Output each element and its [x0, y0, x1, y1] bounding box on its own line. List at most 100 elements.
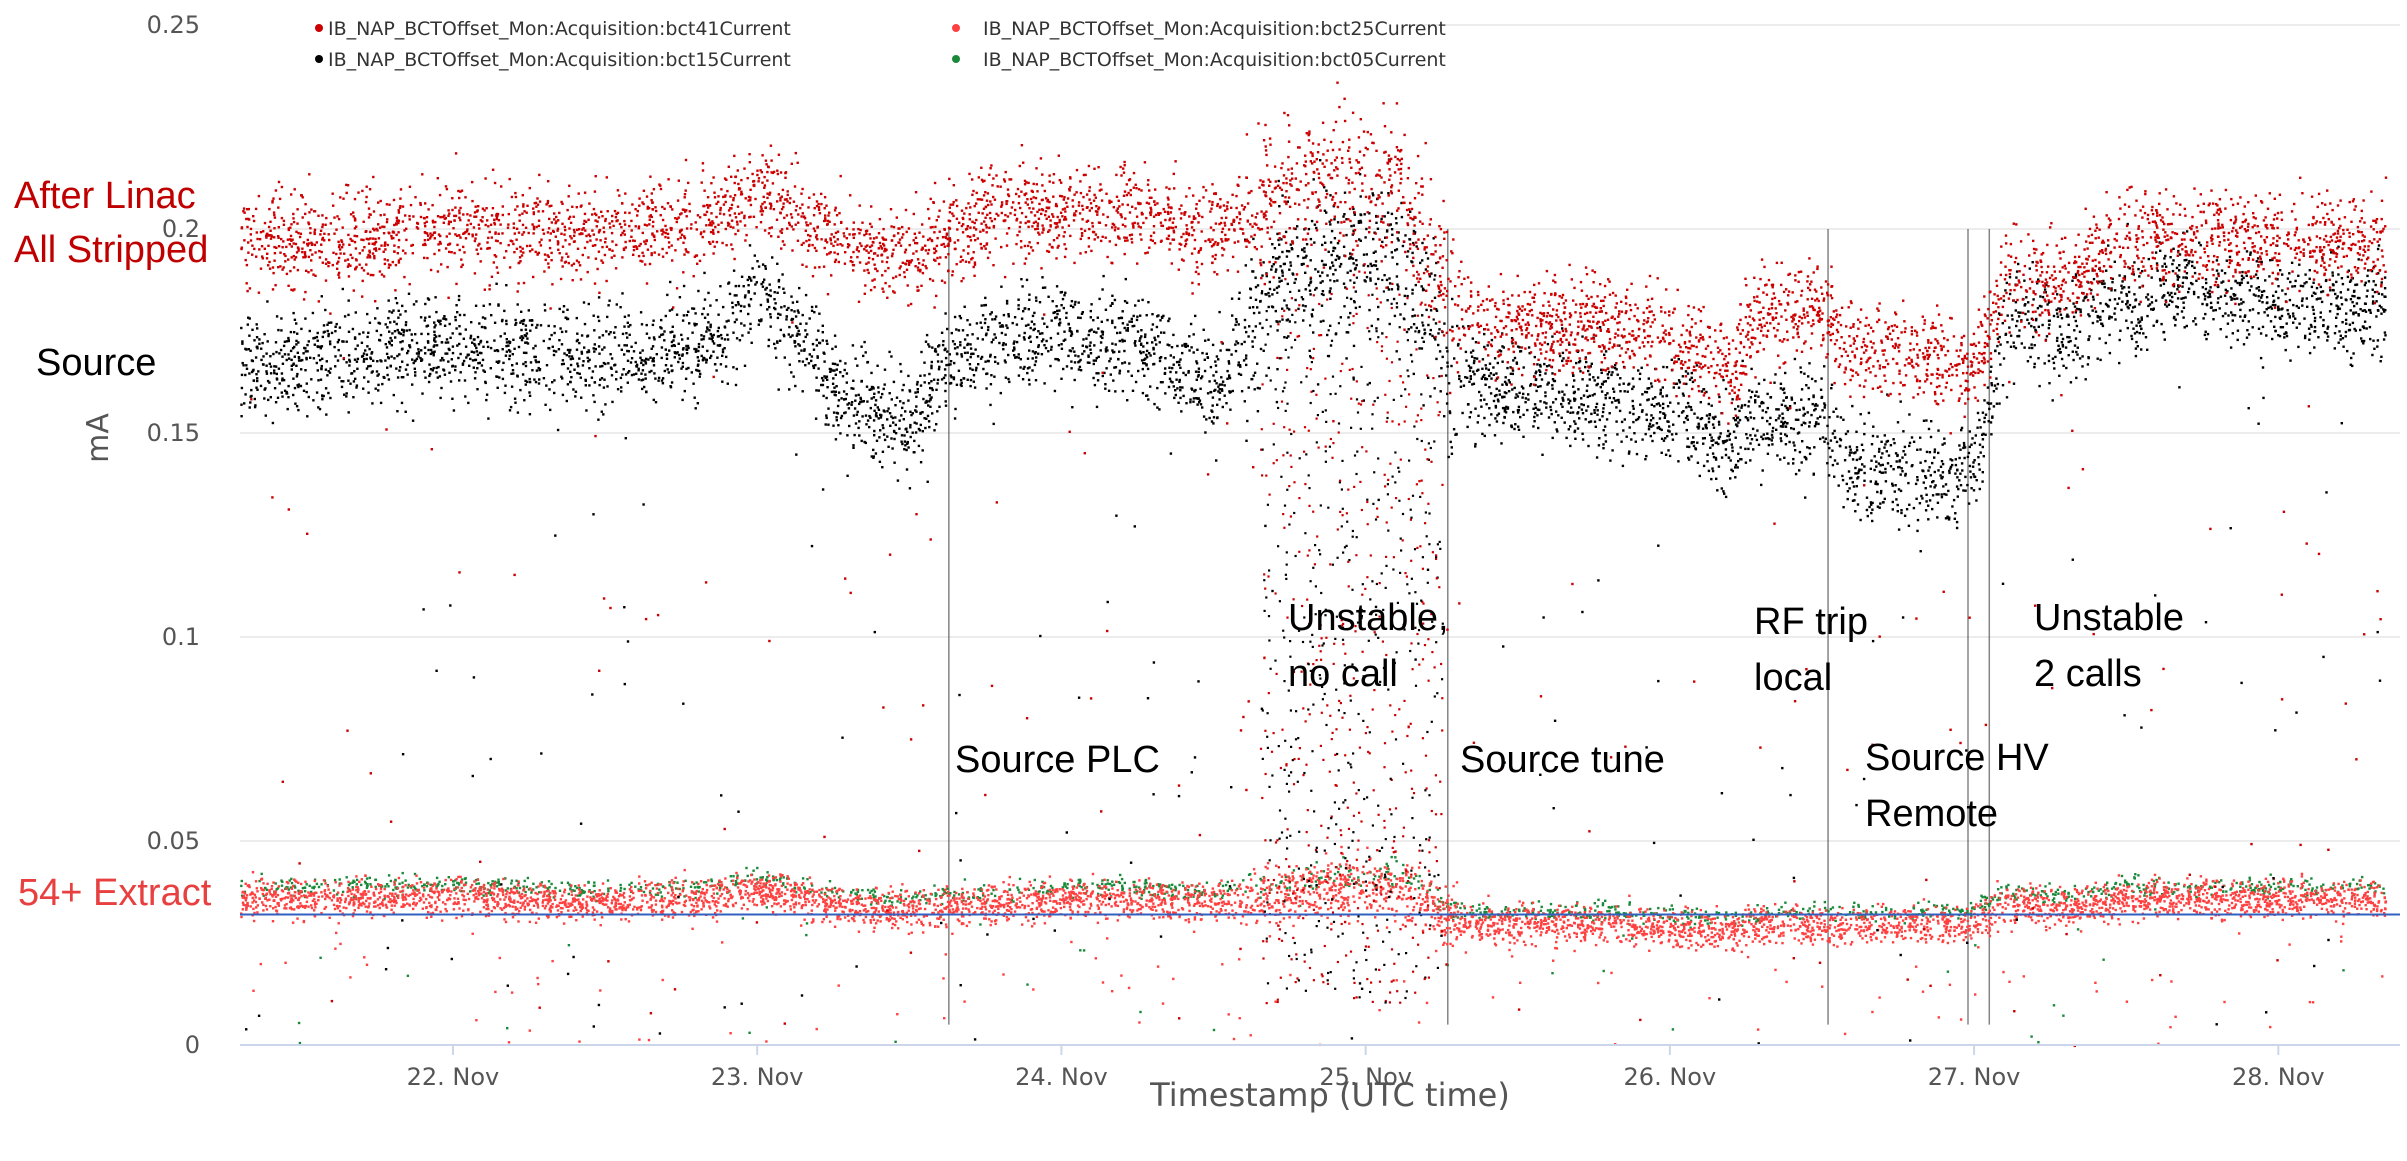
- data-point: [2297, 885, 2299, 887]
- data-point: [614, 908, 616, 910]
- data-point: [1952, 908, 1954, 910]
- data-point: [535, 922, 537, 924]
- data-point: [1165, 891, 1167, 893]
- data-point: [2292, 885, 2294, 887]
- data-point: [280, 899, 282, 901]
- data-point: [1653, 918, 1655, 920]
- data-point: [324, 882, 326, 884]
- data-point: [1353, 877, 1355, 879]
- data-point: [1197, 894, 1199, 896]
- data-point: [1858, 906, 1860, 908]
- data-point: [1470, 906, 1472, 908]
- data-point: [623, 888, 625, 890]
- data-point: [1769, 924, 1771, 926]
- data-point: [1782, 921, 1784, 923]
- data-point: [630, 890, 632, 892]
- data-point: [1953, 926, 1955, 928]
- data-point: [331, 899, 333, 901]
- data-point: [1382, 907, 1384, 909]
- data-point: [574, 898, 576, 900]
- data-point: [878, 897, 880, 899]
- data-point: [1406, 864, 1408, 866]
- data-point: [2080, 930, 2082, 932]
- data-point: [2258, 911, 2260, 913]
- data-point: [2326, 908, 2328, 910]
- data-point: [520, 897, 522, 899]
- data-point: [2062, 902, 2064, 904]
- data-point: [261, 873, 263, 875]
- data-point: [556, 916, 558, 918]
- data-point: [776, 879, 778, 881]
- data-point: [610, 887, 612, 889]
- data-point: [2301, 901, 2303, 903]
- data-point: [1113, 884, 1115, 886]
- data-point: [681, 911, 683, 913]
- data-point: [2151, 885, 2153, 887]
- data-point: [875, 922, 877, 924]
- data-point: [638, 875, 640, 877]
- data-point: [1689, 940, 1691, 942]
- data-point: [1429, 885, 1431, 887]
- data-point: [561, 895, 563, 897]
- data-point: [827, 896, 829, 898]
- data-point: [1653, 940, 1655, 942]
- data-point: [713, 892, 715, 894]
- data-point: [1316, 861, 1318, 863]
- data-point: [1707, 918, 1709, 920]
- data-point: [1549, 910, 1551, 912]
- data-point: [1079, 879, 1081, 881]
- data-point: [2174, 1016, 2176, 1018]
- data-point: [587, 881, 589, 883]
- data-point: [1335, 899, 1337, 901]
- data-point: [2268, 891, 2270, 893]
- data-point: [1087, 895, 1089, 897]
- data-point: [1571, 906, 1573, 908]
- data-point: [1603, 939, 1605, 941]
- data-point: [1202, 886, 1204, 888]
- data-point: [662, 910, 664, 912]
- data-point: [1052, 911, 1054, 913]
- data-point: [671, 889, 673, 891]
- data-point: [1726, 928, 1728, 930]
- data-point: [573, 910, 575, 912]
- data-point: [1394, 920, 1396, 922]
- data-point: [1302, 874, 1304, 876]
- data-point: [294, 886, 296, 888]
- data-point: [315, 892, 317, 894]
- data-point: [1705, 911, 1707, 913]
- data-point: [360, 884, 362, 886]
- data-point: [1123, 900, 1125, 902]
- data-point: [750, 874, 752, 876]
- data-point: [1247, 911, 1249, 913]
- data-point: [2220, 879, 2222, 881]
- data-point: [655, 900, 657, 902]
- data-point: [1135, 886, 1137, 888]
- data-point: [1338, 884, 1340, 886]
- data-point: [825, 899, 827, 901]
- data-point: [2270, 886, 2272, 888]
- data-point: [781, 885, 783, 887]
- data-point: [1693, 931, 1695, 933]
- data-point: [1356, 867, 1358, 869]
- data-point: [2062, 916, 2064, 918]
- data-point: [1548, 926, 1550, 928]
- data-point: [1977, 931, 1979, 933]
- data-point: [1199, 892, 1201, 894]
- data-point: [2249, 884, 2251, 886]
- data-point: [511, 991, 513, 993]
- data-point: [1930, 937, 1932, 939]
- data-point: [1255, 900, 1257, 902]
- data-point: [964, 878, 966, 880]
- data-point: [1445, 885, 1447, 887]
- data-point: [1881, 911, 1883, 913]
- data-point: [1489, 933, 1491, 935]
- data-point: [839, 898, 841, 900]
- data-point: [1186, 885, 1188, 887]
- data-point: [1152, 903, 1154, 905]
- data-point: [1522, 902, 1524, 904]
- data-point: [1492, 922, 1494, 924]
- data-point: [1568, 933, 1570, 935]
- data-point: [1550, 903, 1552, 905]
- data-point: [1119, 874, 1121, 876]
- data-point: [1661, 926, 1663, 928]
